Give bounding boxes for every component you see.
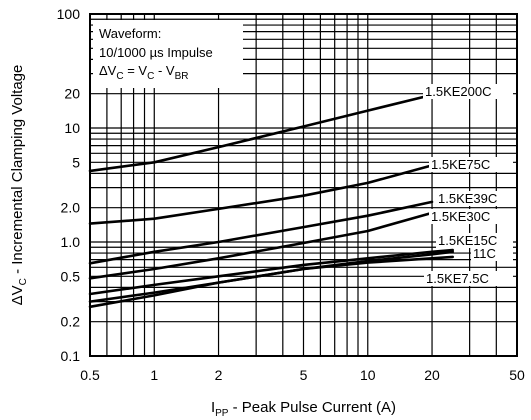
x-tick-label: 2: [215, 367, 223, 383]
annotation-sub-c2: C: [147, 71, 154, 82]
y-axis-label: ΔVC - Incremental Clamping Voltage: [9, 65, 29, 306]
x-axis-label-prefix: I: [211, 399, 215, 416]
y-tick-label: 100: [57, 6, 81, 22]
x-tick-label: 1: [150, 367, 158, 383]
series-label-background: [471, 246, 513, 261]
series-label: 1.5KE15C: [438, 233, 497, 248]
series-line: [88, 211, 434, 280]
y-axis-label-prefix: ΔV: [9, 285, 26, 305]
series-label: 1.5KE200C: [425, 84, 492, 99]
annotation-equals-v: = V: [124, 63, 148, 78]
x-tick-label: 5: [300, 367, 308, 383]
y-tick-label: 5: [72, 154, 80, 170]
series-labels: 1.5KE200C 1.5KE75C 1.5KE39C 1.5KE30C 1.5KE15…: [423, 84, 513, 286]
series-label-background: [429, 157, 513, 172]
series-line: [88, 93, 434, 173]
y-tick-label: 0.5: [61, 268, 81, 284]
annotation-line-3: ΔVC = VC - VBR: [99, 63, 188, 82]
y-tick-label: 10: [64, 120, 80, 136]
annotation-line-2: 10/1000 µs Impulse: [99, 45, 213, 60]
series-label: 1.5KE7.5C: [426, 271, 489, 286]
series-line: [88, 164, 434, 225]
series-label-background: [436, 233, 513, 248]
waveform-annotation: Waveform: 10/1000 µs Impulse ΔVC = VC - …: [93, 20, 243, 88]
series-label-background: [424, 271, 513, 286]
x-tick-labels: 0.5 1 2 5 10 20 50: [80, 367, 525, 383]
y-tick-label: 20: [64, 86, 80, 102]
series-label-background: [423, 84, 513, 99]
series-line: [88, 200, 434, 265]
y-tick-labels: 0.1 0.2 0.5 1.0 2.0 5 10 20 100: [57, 6, 81, 364]
annotation-delta-v: ΔV: [99, 63, 117, 78]
series-label: 1.5KE30C: [431, 209, 490, 224]
x-tick-label: 20: [424, 367, 440, 383]
y-axis-label-sub: C: [18, 278, 29, 285]
series-line: [88, 255, 454, 309]
x-tick-label: 0.5: [80, 367, 100, 383]
y-tick-label: 1.0: [61, 234, 81, 250]
x-axis-label: IPP - Peak Pulse Current (A): [211, 399, 396, 419]
x-axis-label-suffix: - Peak Pulse Current (A): [228, 399, 396, 416]
plot-frame: [89, 13, 518, 357]
series-label: 11C: [473, 246, 496, 261]
series-label: 1.5KE39C: [438, 191, 497, 206]
y-axis-label-suffix: - Incremental Clamping Voltage: [9, 65, 26, 278]
annotation-sub-br: BR: [175, 71, 189, 82]
y-tick-label: 0.1: [61, 348, 81, 364]
x-tick-label: 50: [509, 367, 525, 383]
series-label-background: [429, 209, 513, 224]
x-axis-label-sub: PP: [215, 408, 229, 419]
series-label-background: [436, 191, 513, 206]
annotation-minus-v: - V: [154, 63, 175, 78]
annotation-background: [93, 20, 243, 88]
y-tick-label: 0.2: [61, 314, 81, 330]
series-lines: [88, 93, 454, 309]
x-tick-label: 10: [360, 367, 376, 383]
y-tick-label: 2.0: [61, 200, 81, 216]
annotation-line-1: Waveform:: [99, 26, 161, 41]
annotation-sub-c1: C: [116, 71, 123, 82]
series-line: [88, 248, 454, 296]
series-label: 1.5KE75C: [431, 157, 490, 172]
